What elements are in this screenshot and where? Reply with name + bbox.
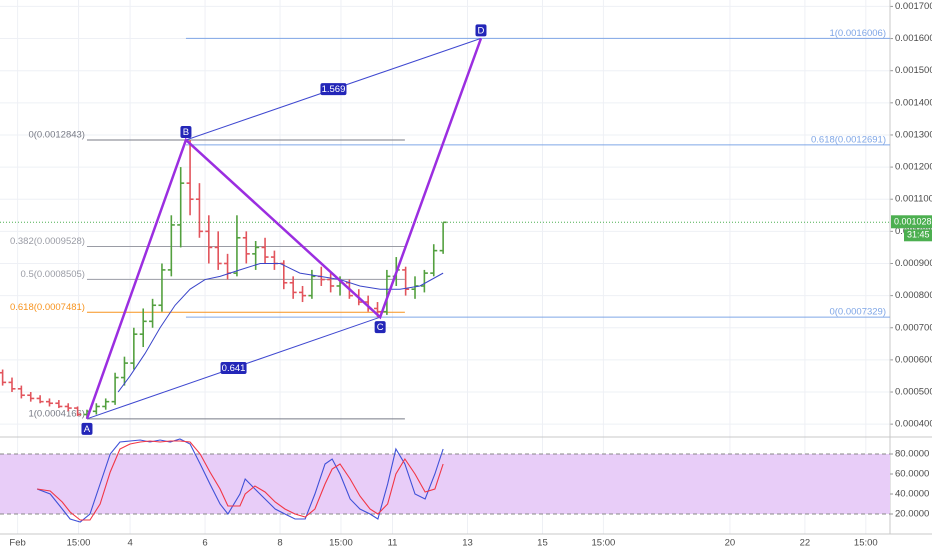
y-tick-label: 40.0000	[895, 489, 929, 500]
point-label: C	[377, 322, 384, 333]
fib-label: 0.618(0.0007481)	[10, 302, 85, 313]
last-price-badge	[891, 215, 932, 229]
point-badge	[180, 126, 192, 139]
y-tick-label: 20.0000	[895, 509, 929, 520]
x-tick-label: 15	[537, 538, 548, 549]
fib-label: 0(0.0007329)	[829, 307, 886, 318]
point-label: A	[84, 424, 91, 435]
x-tick-label: 8	[277, 538, 282, 549]
point-badge	[475, 24, 487, 37]
x-tick-label: 22	[800, 538, 811, 549]
x-tick-label: 15:00	[329, 538, 353, 549]
fib-label: 0.382(0.0009528)	[10, 236, 85, 247]
countdown-badge	[904, 229, 932, 242]
stoch-line	[36, 438, 444, 523]
fib-label: 1(0.0004166)	[28, 408, 85, 419]
x-tick-label: 15:00	[67, 538, 91, 549]
last-price-label: 0.0010282	[894, 217, 932, 227]
fib-label: 0.618(0.0012691)	[811, 134, 886, 145]
x-tick-label: 4	[127, 538, 132, 549]
ratio-badge	[320, 83, 347, 96]
x-tick-label: 15:00	[854, 538, 878, 549]
x-tick-label: 6	[202, 538, 207, 549]
fib-label: 0(0.0012843)	[28, 130, 85, 141]
stoch-line	[37, 440, 444, 521]
x-tick-label: 15:00	[592, 538, 616, 549]
y-tick-label: 80.0000	[895, 449, 929, 460]
countdown-label: 31:45	[907, 230, 930, 240]
ratio-label: 0.641	[222, 363, 246, 374]
fib-label: 1(0.0016006)	[829, 28, 886, 39]
moving-average	[117, 262, 444, 393]
point-badge	[374, 321, 386, 334]
fib-label: 0.5(0.0008505)	[21, 269, 85, 280]
stoch-band	[0, 454, 890, 514]
pattern-path	[85, 37, 483, 420]
x-tick-label: Feb	[9, 538, 25, 549]
ratio-label: 1.569	[322, 84, 346, 95]
point-badge	[81, 422, 93, 435]
y-tick-label: 60.0000	[895, 469, 929, 480]
x-tick-label: 13	[462, 538, 473, 549]
x-tick-label: 20	[725, 538, 736, 549]
point-label: D	[478, 25, 485, 36]
point-label: B	[183, 127, 189, 138]
ratio-badge	[220, 361, 247, 374]
x-tick-label: 11	[388, 538, 398, 549]
